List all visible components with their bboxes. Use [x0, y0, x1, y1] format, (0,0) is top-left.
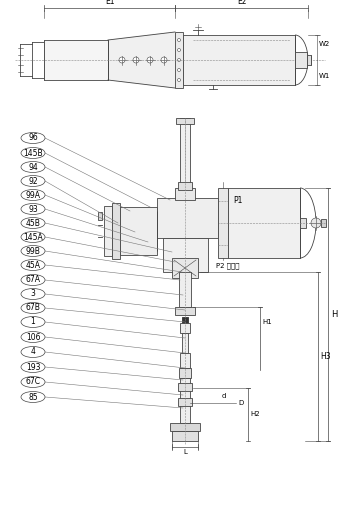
Text: 145B: 145B	[23, 148, 43, 157]
Text: 1: 1	[31, 318, 35, 327]
Ellipse shape	[21, 392, 45, 402]
Text: 99A: 99A	[25, 190, 41, 200]
Bar	[228, 188, 300, 258]
Ellipse shape	[21, 217, 45, 229]
Text: 67A: 67A	[25, 275, 41, 284]
Text: 45B: 45B	[26, 218, 41, 228]
Circle shape	[177, 48, 180, 51]
Bar	[179, 368, 191, 378]
Ellipse shape	[21, 274, 45, 285]
Text: 3: 3	[30, 290, 35, 299]
Bar	[178, 182, 192, 190]
Text: 93: 93	[28, 205, 38, 213]
Bar	[112, 203, 120, 259]
Circle shape	[177, 79, 180, 81]
Bar	[176, 118, 194, 124]
Bar	[321, 219, 326, 227]
Ellipse shape	[21, 289, 45, 300]
Bar	[120, 207, 157, 255]
Circle shape	[119, 57, 125, 63]
Text: 193: 193	[26, 363, 40, 371]
Bar	[172, 258, 198, 278]
Bar	[182, 333, 188, 353]
Bar	[178, 398, 192, 406]
Bar	[163, 238, 208, 272]
Ellipse shape	[21, 232, 45, 242]
Bar	[180, 353, 190, 368]
Text: 67B: 67B	[26, 303, 41, 312]
Ellipse shape	[21, 189, 45, 201]
Bar	[180, 118, 190, 196]
Ellipse shape	[21, 260, 45, 270]
Bar	[98, 212, 102, 220]
Ellipse shape	[21, 332, 45, 342]
Text: D: D	[238, 400, 243, 406]
Text: E2: E2	[237, 0, 246, 6]
Bar	[179, 272, 191, 307]
Circle shape	[177, 58, 180, 61]
Text: 4: 4	[30, 347, 35, 357]
Text: W1: W1	[319, 73, 330, 79]
Bar	[157, 198, 218, 238]
Circle shape	[177, 39, 180, 42]
Bar	[300, 218, 306, 228]
Bar	[104, 206, 112, 256]
Bar	[44, 40, 108, 80]
Circle shape	[311, 218, 321, 228]
Text: 85: 85	[28, 393, 38, 401]
Ellipse shape	[21, 376, 45, 388]
Ellipse shape	[21, 362, 45, 372]
Bar	[175, 188, 195, 200]
Text: L: L	[183, 449, 187, 455]
Ellipse shape	[21, 162, 45, 173]
Text: 106: 106	[26, 333, 40, 341]
Bar	[178, 383, 192, 391]
Ellipse shape	[21, 133, 45, 143]
Text: E1: E1	[105, 0, 114, 6]
Circle shape	[133, 57, 139, 63]
Bar	[183, 35, 295, 85]
Text: d: d	[222, 393, 226, 399]
Bar	[182, 317, 188, 323]
Bar	[170, 423, 200, 431]
Polygon shape	[108, 32, 175, 88]
Bar	[180, 378, 190, 423]
Text: 92: 92	[28, 176, 38, 185]
Text: 99B: 99B	[26, 246, 41, 256]
Text: 45A: 45A	[25, 261, 41, 270]
Circle shape	[161, 57, 167, 63]
Bar	[172, 431, 198, 441]
Text: 67C: 67C	[25, 377, 41, 387]
Ellipse shape	[21, 175, 45, 186]
Ellipse shape	[21, 245, 45, 257]
Bar	[218, 188, 228, 258]
Text: W2: W2	[319, 41, 330, 47]
Text: 145A: 145A	[23, 233, 43, 241]
Bar	[175, 32, 183, 88]
Ellipse shape	[21, 147, 45, 158]
Ellipse shape	[21, 204, 45, 214]
Circle shape	[177, 69, 180, 72]
Circle shape	[147, 57, 153, 63]
Bar	[307, 55, 311, 65]
Bar	[175, 307, 195, 315]
Bar	[176, 190, 194, 196]
Text: H1: H1	[262, 319, 272, 325]
Ellipse shape	[21, 316, 45, 328]
Text: 94: 94	[28, 163, 38, 172]
Bar	[295, 52, 307, 68]
Bar	[180, 323, 190, 333]
Text: P2 進気口: P2 進気口	[216, 262, 240, 269]
Text: H2: H2	[250, 411, 260, 418]
Ellipse shape	[21, 302, 45, 313]
Text: H3: H3	[320, 352, 331, 361]
Text: H: H	[331, 310, 337, 319]
Ellipse shape	[21, 346, 45, 358]
Text: 96: 96	[28, 134, 38, 143]
Text: P1: P1	[233, 196, 242, 205]
